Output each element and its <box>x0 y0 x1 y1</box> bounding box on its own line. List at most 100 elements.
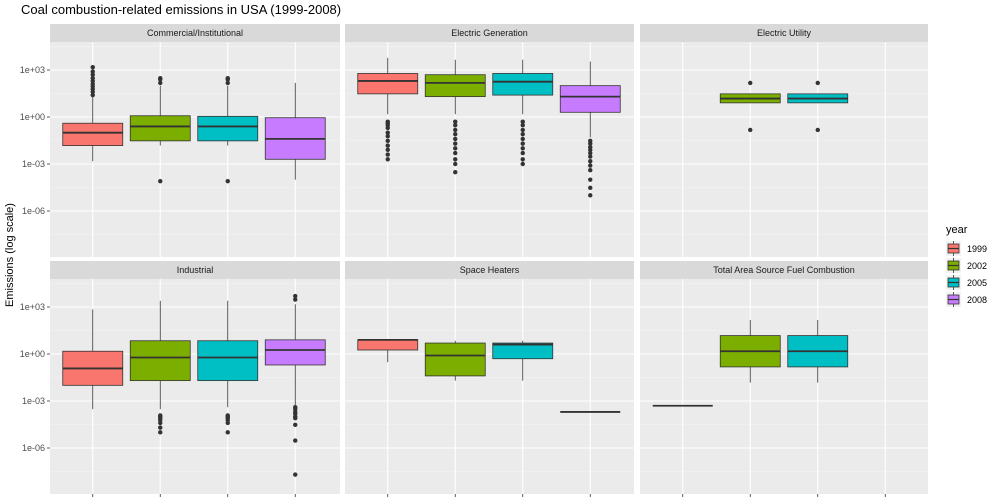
facet-strip <box>345 261 634 279</box>
box-2002 <box>719 80 781 133</box>
outlier-point <box>158 178 163 184</box>
outlier-point <box>225 430 230 435</box>
box-body <box>62 122 124 146</box>
outlier-point <box>90 69 95 74</box>
panel-background <box>50 279 340 494</box>
y-tick-label: 1e+03 <box>20 65 45 75</box>
outlier-point <box>453 122 458 128</box>
outlier-point <box>453 146 458 151</box>
outlier-point <box>385 147 390 153</box>
legend-entry-2008: 2008 <box>946 292 987 307</box>
facet-panel: Electric Generation <box>345 24 634 257</box>
outlier-point <box>225 75 230 81</box>
outlier-point <box>90 65 95 70</box>
box-2008 <box>264 82 326 180</box>
legend-label: 1999 <box>967 244 987 254</box>
outlier-point <box>158 425 163 430</box>
box-body <box>129 340 191 382</box>
outlier-point <box>385 152 390 157</box>
box-2005 <box>197 75 259 184</box>
outlier-point <box>225 178 230 184</box>
outlier-point <box>158 430 163 435</box>
y-tick-label: 1e-03 <box>22 159 45 169</box>
box-1999 <box>62 65 124 162</box>
outlier-point <box>520 127 525 133</box>
outlier-point <box>293 297 298 302</box>
facet-strip <box>50 24 340 42</box>
outlier-point <box>520 161 525 167</box>
box-2005 <box>492 340 554 381</box>
box-body <box>264 339 326 366</box>
outlier-point <box>588 177 593 182</box>
outlier-point <box>520 119 525 124</box>
facet-strip <box>50 261 340 279</box>
outlier-point <box>588 144 593 150</box>
outlier-point <box>158 413 163 418</box>
outlier-point <box>520 136 525 142</box>
outlier-point <box>588 168 593 173</box>
outlier-point <box>520 157 525 162</box>
outlier-point <box>385 157 390 162</box>
outlier-point <box>385 143 390 148</box>
outlier-point <box>453 127 458 133</box>
outlier-point <box>453 157 458 162</box>
outlier-point <box>588 154 593 159</box>
outlier-point <box>815 127 820 133</box>
outlier-point <box>385 130 390 135</box>
facet-strip <box>345 24 634 42</box>
outlier-point <box>225 80 230 86</box>
facet-strip-label: Electric Generation <box>451 28 528 38</box>
outlier-point <box>293 438 298 443</box>
box-2008 <box>264 293 326 477</box>
outlier-point <box>520 122 525 128</box>
box-2008 <box>559 61 621 198</box>
box-2002 <box>424 59 486 175</box>
outlier-point <box>588 138 593 144</box>
outlier-point <box>90 75 95 81</box>
box-2005 <box>197 300 259 435</box>
outlier-point <box>453 169 458 175</box>
box-body <box>492 342 554 360</box>
chart-title: Coal combustion-related emissions in USA… <box>21 2 341 17</box>
outlier-point <box>453 136 458 142</box>
outlier-point <box>453 119 458 124</box>
outlier-point <box>520 150 525 156</box>
y-axis-title: Emissions (log scale) <box>4 203 16 307</box>
outlier-point <box>748 80 753 86</box>
box-body <box>357 339 419 351</box>
outlier-point <box>588 185 593 191</box>
outlier-point <box>588 163 593 168</box>
outlier-point <box>158 75 163 81</box>
legend-entry-1999: 1999 <box>946 241 987 256</box>
box-body <box>197 115 259 142</box>
facet-panel: Electric Utility <box>640 24 928 257</box>
box-2002 <box>719 319 781 383</box>
outlier-point <box>815 80 820 86</box>
legend-label: 2008 <box>967 295 987 305</box>
legend-title: year <box>946 224 968 236</box>
legend-entry-2005: 2005 <box>946 275 987 290</box>
panel-background <box>640 279 928 494</box>
facet-panel: Space Heaters <box>345 261 634 497</box>
box-2005 <box>787 80 849 133</box>
facet-strip-label: Industrial <box>177 265 214 275</box>
outlier-point <box>385 119 390 124</box>
outlier-point <box>453 141 458 146</box>
box-body <box>559 85 621 113</box>
outlier-point <box>588 159 593 164</box>
outlier-point <box>385 133 390 139</box>
outlier-point <box>588 150 593 156</box>
outlier-point <box>453 131 458 137</box>
box-1999 <box>357 57 419 162</box>
legend-label: 2005 <box>967 278 987 288</box>
facet-strip <box>640 261 928 279</box>
outlier-point <box>385 138 390 144</box>
legend: year 1999 2002 2005 2008 <box>946 224 987 307</box>
y-tick-label: 1e-03 <box>22 396 45 406</box>
facet-panels: Commercial/Institutional 1e+03 1e+00 1e-03 1… <box>20 24 928 497</box>
y-tick-label: 1e+00 <box>20 349 45 359</box>
outlier-point <box>520 141 525 146</box>
outlier-point <box>293 405 298 410</box>
outlier-point <box>293 422 298 428</box>
